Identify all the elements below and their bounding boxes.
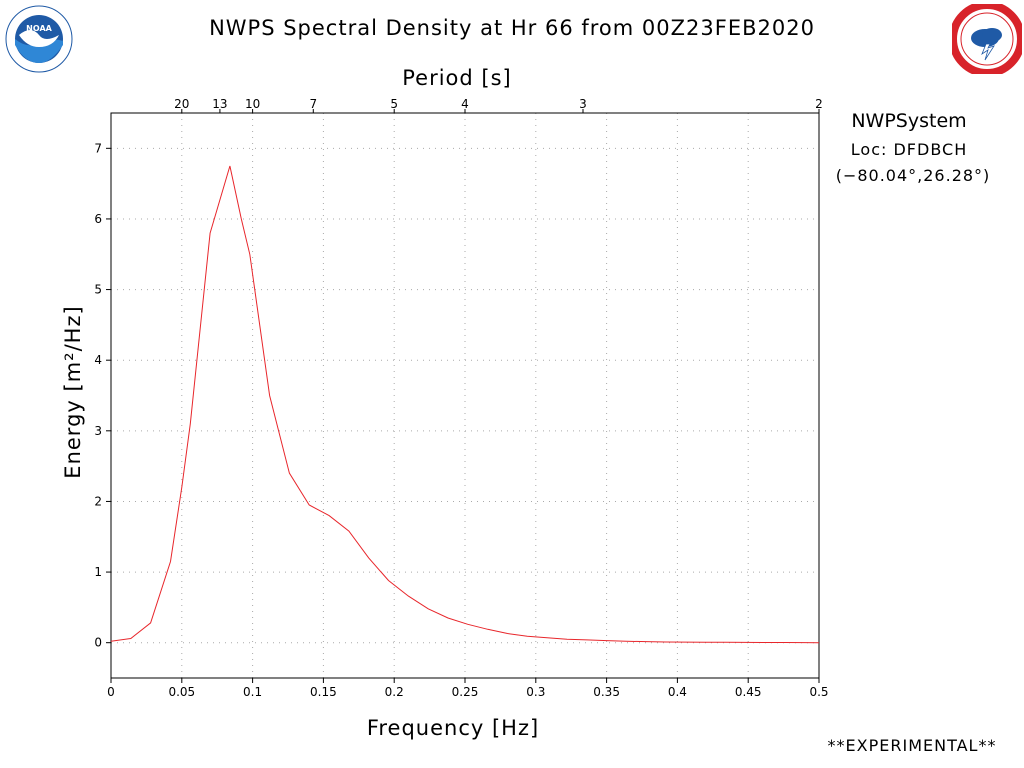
x-tick-label: 0.4: [668, 685, 687, 699]
nws-logo: [949, 1, 1024, 77]
x-tick-label: 0: [107, 685, 115, 699]
x-tick-label: 0.35: [593, 685, 620, 699]
period-tick-label: 7: [309, 97, 317, 111]
y-tick-label: 1: [94, 565, 102, 579]
x-tick-label: 0.5: [809, 685, 828, 699]
location-label: Loc: DFDBCH: [850, 140, 968, 159]
x-axis-label: Frequency [Hz]: [366, 716, 540, 740]
y-tick-label: 5: [94, 283, 102, 297]
series-layer: [110, 165, 820, 644]
system-name: NWPSystem: [851, 110, 967, 132]
tick-labels: 0 0.05 0.1 0.15 0.2 0.25 0.3 0.35 0.4 0.45 0.5 0 1 2 3…: [94, 97, 828, 699]
x-tick-label: 0.2: [385, 685, 404, 699]
period-tick-label: 3: [579, 97, 587, 111]
period-tick-label: 10: [245, 97, 260, 111]
noaa-logo: NOAA: [5, 5, 73, 73]
period-tick-label: 5: [390, 97, 398, 111]
period-tick-label: 4: [461, 97, 469, 111]
chart-title: NWPS Spectral Density at Hr 66 from 00Z2…: [209, 16, 815, 40]
x-tick-label: 0.1: [243, 685, 262, 699]
y-tick-label: 2: [94, 494, 102, 508]
x-tick-label: 0.05: [168, 685, 195, 699]
spectral-density-line: [110, 165, 820, 644]
experimental-label: **EXPERIMENTAL**: [827, 736, 997, 755]
x-tick-label: 0.45: [735, 685, 762, 699]
y-tick-label: 3: [94, 424, 102, 438]
y-tick-label: 7: [94, 141, 102, 155]
x-tick-label: 0.15: [310, 685, 337, 699]
period-axis-label: Period [s]: [402, 66, 512, 90]
noaa-logo-text: NOAA: [26, 24, 52, 33]
axis-ticks: [106, 109, 820, 683]
x-tick-label: 0.25: [452, 685, 479, 699]
y-tick-label: 4: [94, 353, 102, 367]
period-tick-label: 13: [212, 97, 227, 111]
grid-lines: [111, 113, 819, 678]
y-tick-label: 0: [94, 636, 102, 650]
y-axis-label: Energy [m²/Hz]: [61, 305, 85, 479]
y-tick-label: 6: [94, 212, 102, 226]
coordinates-label: (−80.04°,26.28°): [835, 166, 991, 185]
period-tick-label: 20: [174, 97, 189, 111]
x-tick-label: 0.3: [526, 685, 545, 699]
period-tick-label: 2: [815, 97, 823, 111]
